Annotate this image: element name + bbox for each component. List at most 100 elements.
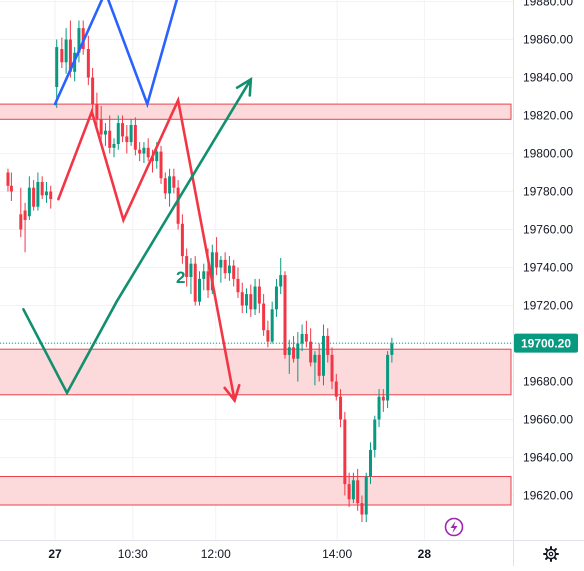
candle (326, 328, 330, 363)
current-price-badge: 19700.20 (514, 333, 578, 353)
candle (163, 172, 167, 200)
zone-rectangle[interactable] (0, 348, 512, 396)
candle-body (27, 187, 31, 217)
candle (232, 259, 236, 287)
candle (6, 168, 10, 192)
candle (240, 282, 244, 314)
x-tick-label: 27 (48, 547, 62, 561)
candle-body (364, 476, 368, 515)
candle (330, 347, 334, 390)
candle (257, 278, 261, 314)
zone-rectangle[interactable] (0, 476, 512, 506)
candle-body (377, 396, 381, 420)
candle-body (227, 265, 231, 274)
candle-body (262, 303, 266, 331)
y-tick-label: 19780.00 (523, 185, 573, 199)
y-tick-label: 19720.00 (523, 299, 573, 313)
candle-body (317, 354, 321, 376)
candle-body (36, 182, 40, 207)
candle-body (64, 39, 68, 63)
drawing-label: 2 (176, 268, 185, 287)
candle (236, 267, 240, 298)
candle-body (95, 104, 99, 120)
zone-rectangle[interactable] (0, 103, 512, 120)
lightning-event-icon[interactable] (444, 517, 464, 537)
candle (292, 335, 296, 363)
candle-body (270, 309, 274, 342)
candle (176, 180, 180, 230)
candle (287, 339, 291, 374)
candle (368, 442, 372, 485)
candle (108, 115, 112, 154)
candle (317, 343, 321, 382)
x-axis[interactable]: 27 10:30 12:00 14:00 28 (0, 540, 584, 562)
candle-body (159, 151, 163, 179)
candle-body (206, 271, 210, 291)
settings-gear-icon[interactable] (543, 546, 559, 562)
candle-body (257, 286, 261, 304)
candle (390, 337, 394, 363)
candle-body (330, 354, 334, 382)
candle (193, 256, 197, 306)
candle-body (347, 484, 351, 500)
candle (44, 182, 48, 203)
candle (116, 115, 120, 150)
candle (55, 39, 59, 108)
candle (91, 68, 95, 112)
candle-body (189, 263, 193, 277)
x-tick-label: 10:30 (118, 547, 148, 561)
candle-body (133, 125, 137, 150)
candle (381, 389, 385, 412)
candle-body (287, 347, 291, 355)
candle (112, 138, 116, 158)
candle (129, 119, 133, 146)
candle-body (253, 286, 257, 310)
y-axis[interactable]: 19620.0019640.0019660.0019680.0019700.00… (513, 0, 574, 566)
candle-body (197, 278, 201, 302)
candle (60, 37, 64, 68)
candle-body (103, 130, 107, 135)
candle-body (185, 256, 189, 277)
candle (249, 284, 253, 317)
candle (274, 278, 278, 317)
x-tick-label: 12:00 (201, 547, 231, 561)
drawing-tools[interactable]: 2 (22, 0, 253, 404)
candle (146, 138, 150, 162)
candle-body (86, 49, 90, 78)
candle (19, 187, 23, 238)
candle-body (390, 343, 394, 355)
candle (142, 142, 146, 163)
candle (168, 168, 172, 207)
red-arrowhead (223, 383, 241, 404)
candle (223, 252, 227, 279)
candle (202, 263, 206, 291)
candle (279, 258, 283, 295)
candlestick-series (6, 20, 394, 523)
gear-hub (548, 551, 554, 557)
price-badge-label: 19700.20 (521, 337, 571, 351)
x-tick-label: 14:00 (322, 547, 352, 561)
candle-body (368, 449, 372, 477)
candle (304, 320, 308, 348)
chart-controls[interactable] (444, 517, 559, 562)
blue-zigzag-line[interactable] (53, 0, 179, 109)
candle (300, 324, 304, 352)
candle-body (19, 214, 23, 230)
candle-body (202, 271, 206, 279)
red-zigzag-line[interactable] (57, 96, 236, 402)
candle (364, 472, 368, 523)
candle (309, 328, 313, 367)
candle-body (44, 191, 48, 196)
candle (270, 301, 274, 344)
candle-body (215, 252, 219, 268)
candle (262, 294, 266, 336)
candle (180, 214, 184, 264)
candle-body (146, 147, 150, 158)
candle (172, 168, 176, 194)
y-tick-label: 19860.00 (523, 33, 573, 47)
candle-body (351, 480, 355, 500)
candle (197, 271, 201, 306)
green-zigzag-line[interactable] (22, 78, 253, 396)
